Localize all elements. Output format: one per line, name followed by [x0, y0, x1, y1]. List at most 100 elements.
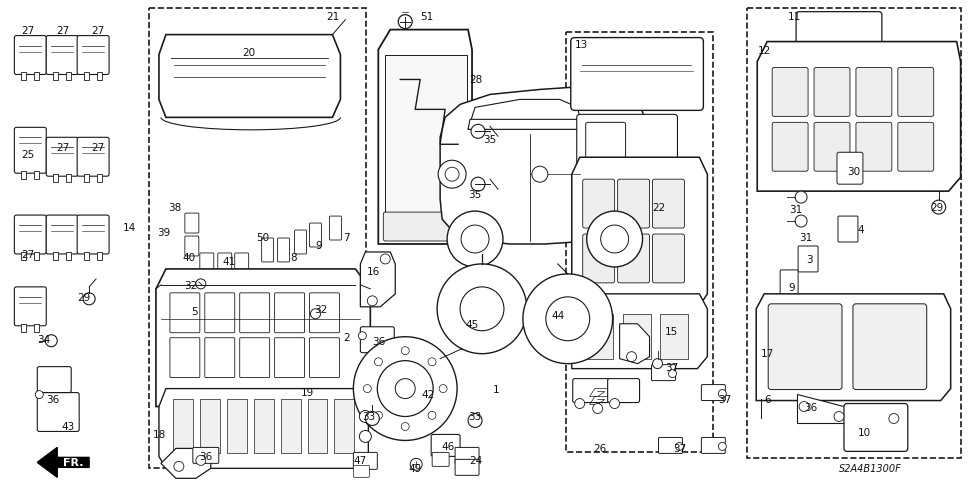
Text: 50: 50	[256, 232, 269, 242]
Text: 35: 35	[469, 190, 482, 200]
Text: 36: 36	[199, 452, 213, 461]
FancyBboxPatch shape	[295, 230, 306, 255]
FancyBboxPatch shape	[354, 466, 369, 477]
Text: 25: 25	[21, 150, 35, 160]
Bar	[200, 399, 220, 454]
Bar	[85, 253, 89, 260]
FancyBboxPatch shape	[15, 128, 47, 174]
Bar	[66, 253, 71, 260]
Circle shape	[35, 391, 44, 399]
Text: 5: 5	[191, 306, 198, 316]
Circle shape	[174, 461, 184, 471]
Text: 15: 15	[665, 326, 678, 336]
Circle shape	[834, 412, 844, 422]
Text: 10: 10	[857, 427, 871, 438]
FancyBboxPatch shape	[240, 293, 269, 333]
Bar	[66, 74, 71, 81]
Text: 11: 11	[787, 12, 801, 22]
Bar	[97, 175, 102, 183]
FancyBboxPatch shape	[772, 123, 808, 172]
Text: 36: 36	[47, 394, 60, 404]
Text: S2A4B1300F: S2A4B1300F	[839, 463, 902, 473]
FancyBboxPatch shape	[240, 338, 269, 378]
Text: 46: 46	[441, 441, 455, 452]
FancyBboxPatch shape	[583, 180, 614, 228]
Text: 47: 47	[354, 455, 367, 466]
Circle shape	[401, 347, 409, 355]
Circle shape	[195, 279, 206, 289]
FancyBboxPatch shape	[432, 435, 460, 456]
FancyBboxPatch shape	[617, 235, 649, 283]
FancyBboxPatch shape	[309, 293, 339, 333]
Circle shape	[609, 399, 619, 408]
Bar	[97, 74, 102, 81]
Circle shape	[374, 358, 382, 366]
FancyBboxPatch shape	[571, 39, 704, 111]
FancyBboxPatch shape	[856, 123, 892, 172]
FancyBboxPatch shape	[702, 438, 725, 454]
Bar	[85, 74, 89, 81]
FancyBboxPatch shape	[798, 246, 818, 272]
Bar	[53, 253, 58, 260]
Text: 26: 26	[593, 443, 607, 454]
Circle shape	[195, 455, 206, 466]
FancyBboxPatch shape	[234, 254, 249, 273]
FancyBboxPatch shape	[275, 293, 304, 333]
Text: 44: 44	[551, 310, 565, 320]
Text: 16: 16	[366, 266, 380, 276]
Circle shape	[574, 399, 585, 408]
Text: 14: 14	[122, 223, 136, 232]
Bar	[747, 9, 960, 458]
FancyBboxPatch shape	[652, 235, 684, 283]
Polygon shape	[361, 253, 396, 307]
Circle shape	[360, 410, 371, 423]
Bar	[307, 399, 328, 454]
Circle shape	[676, 442, 683, 451]
FancyBboxPatch shape	[853, 304, 926, 390]
Text: 35: 35	[483, 135, 497, 145]
Circle shape	[532, 167, 548, 183]
Circle shape	[428, 358, 436, 366]
FancyBboxPatch shape	[205, 293, 234, 333]
FancyBboxPatch shape	[15, 216, 47, 255]
Text: 42: 42	[422, 389, 434, 399]
Bar	[21, 253, 26, 260]
Circle shape	[888, 414, 899, 424]
Bar	[34, 172, 39, 180]
Text: 1: 1	[493, 384, 500, 394]
FancyBboxPatch shape	[330, 217, 341, 241]
Text: 13: 13	[575, 40, 588, 49]
Bar	[334, 399, 355, 454]
Text: 33: 33	[362, 412, 375, 422]
FancyBboxPatch shape	[37, 367, 71, 393]
Polygon shape	[156, 270, 370, 407]
Circle shape	[469, 414, 482, 427]
Circle shape	[718, 442, 726, 451]
Text: 24: 24	[469, 455, 483, 466]
FancyBboxPatch shape	[383, 212, 469, 242]
Circle shape	[471, 178, 485, 192]
FancyBboxPatch shape	[781, 271, 798, 298]
Circle shape	[437, 264, 527, 354]
Circle shape	[601, 226, 629, 254]
Bar	[97, 253, 102, 260]
Text: 51: 51	[421, 12, 434, 22]
Polygon shape	[757, 43, 960, 192]
Circle shape	[795, 192, 807, 204]
Circle shape	[439, 385, 447, 393]
FancyBboxPatch shape	[185, 213, 199, 234]
Circle shape	[669, 370, 677, 378]
FancyBboxPatch shape	[192, 448, 219, 463]
FancyBboxPatch shape	[184, 302, 216, 328]
Polygon shape	[797, 394, 847, 424]
Circle shape	[546, 297, 590, 341]
Bar	[34, 253, 39, 260]
Bar	[566, 32, 713, 453]
Polygon shape	[469, 120, 581, 130]
FancyArrow shape	[37, 448, 89, 477]
Text: 9: 9	[789, 282, 795, 292]
Circle shape	[932, 201, 946, 214]
Bar	[34, 324, 39, 332]
Text: 30: 30	[848, 167, 860, 177]
FancyBboxPatch shape	[651, 365, 676, 381]
